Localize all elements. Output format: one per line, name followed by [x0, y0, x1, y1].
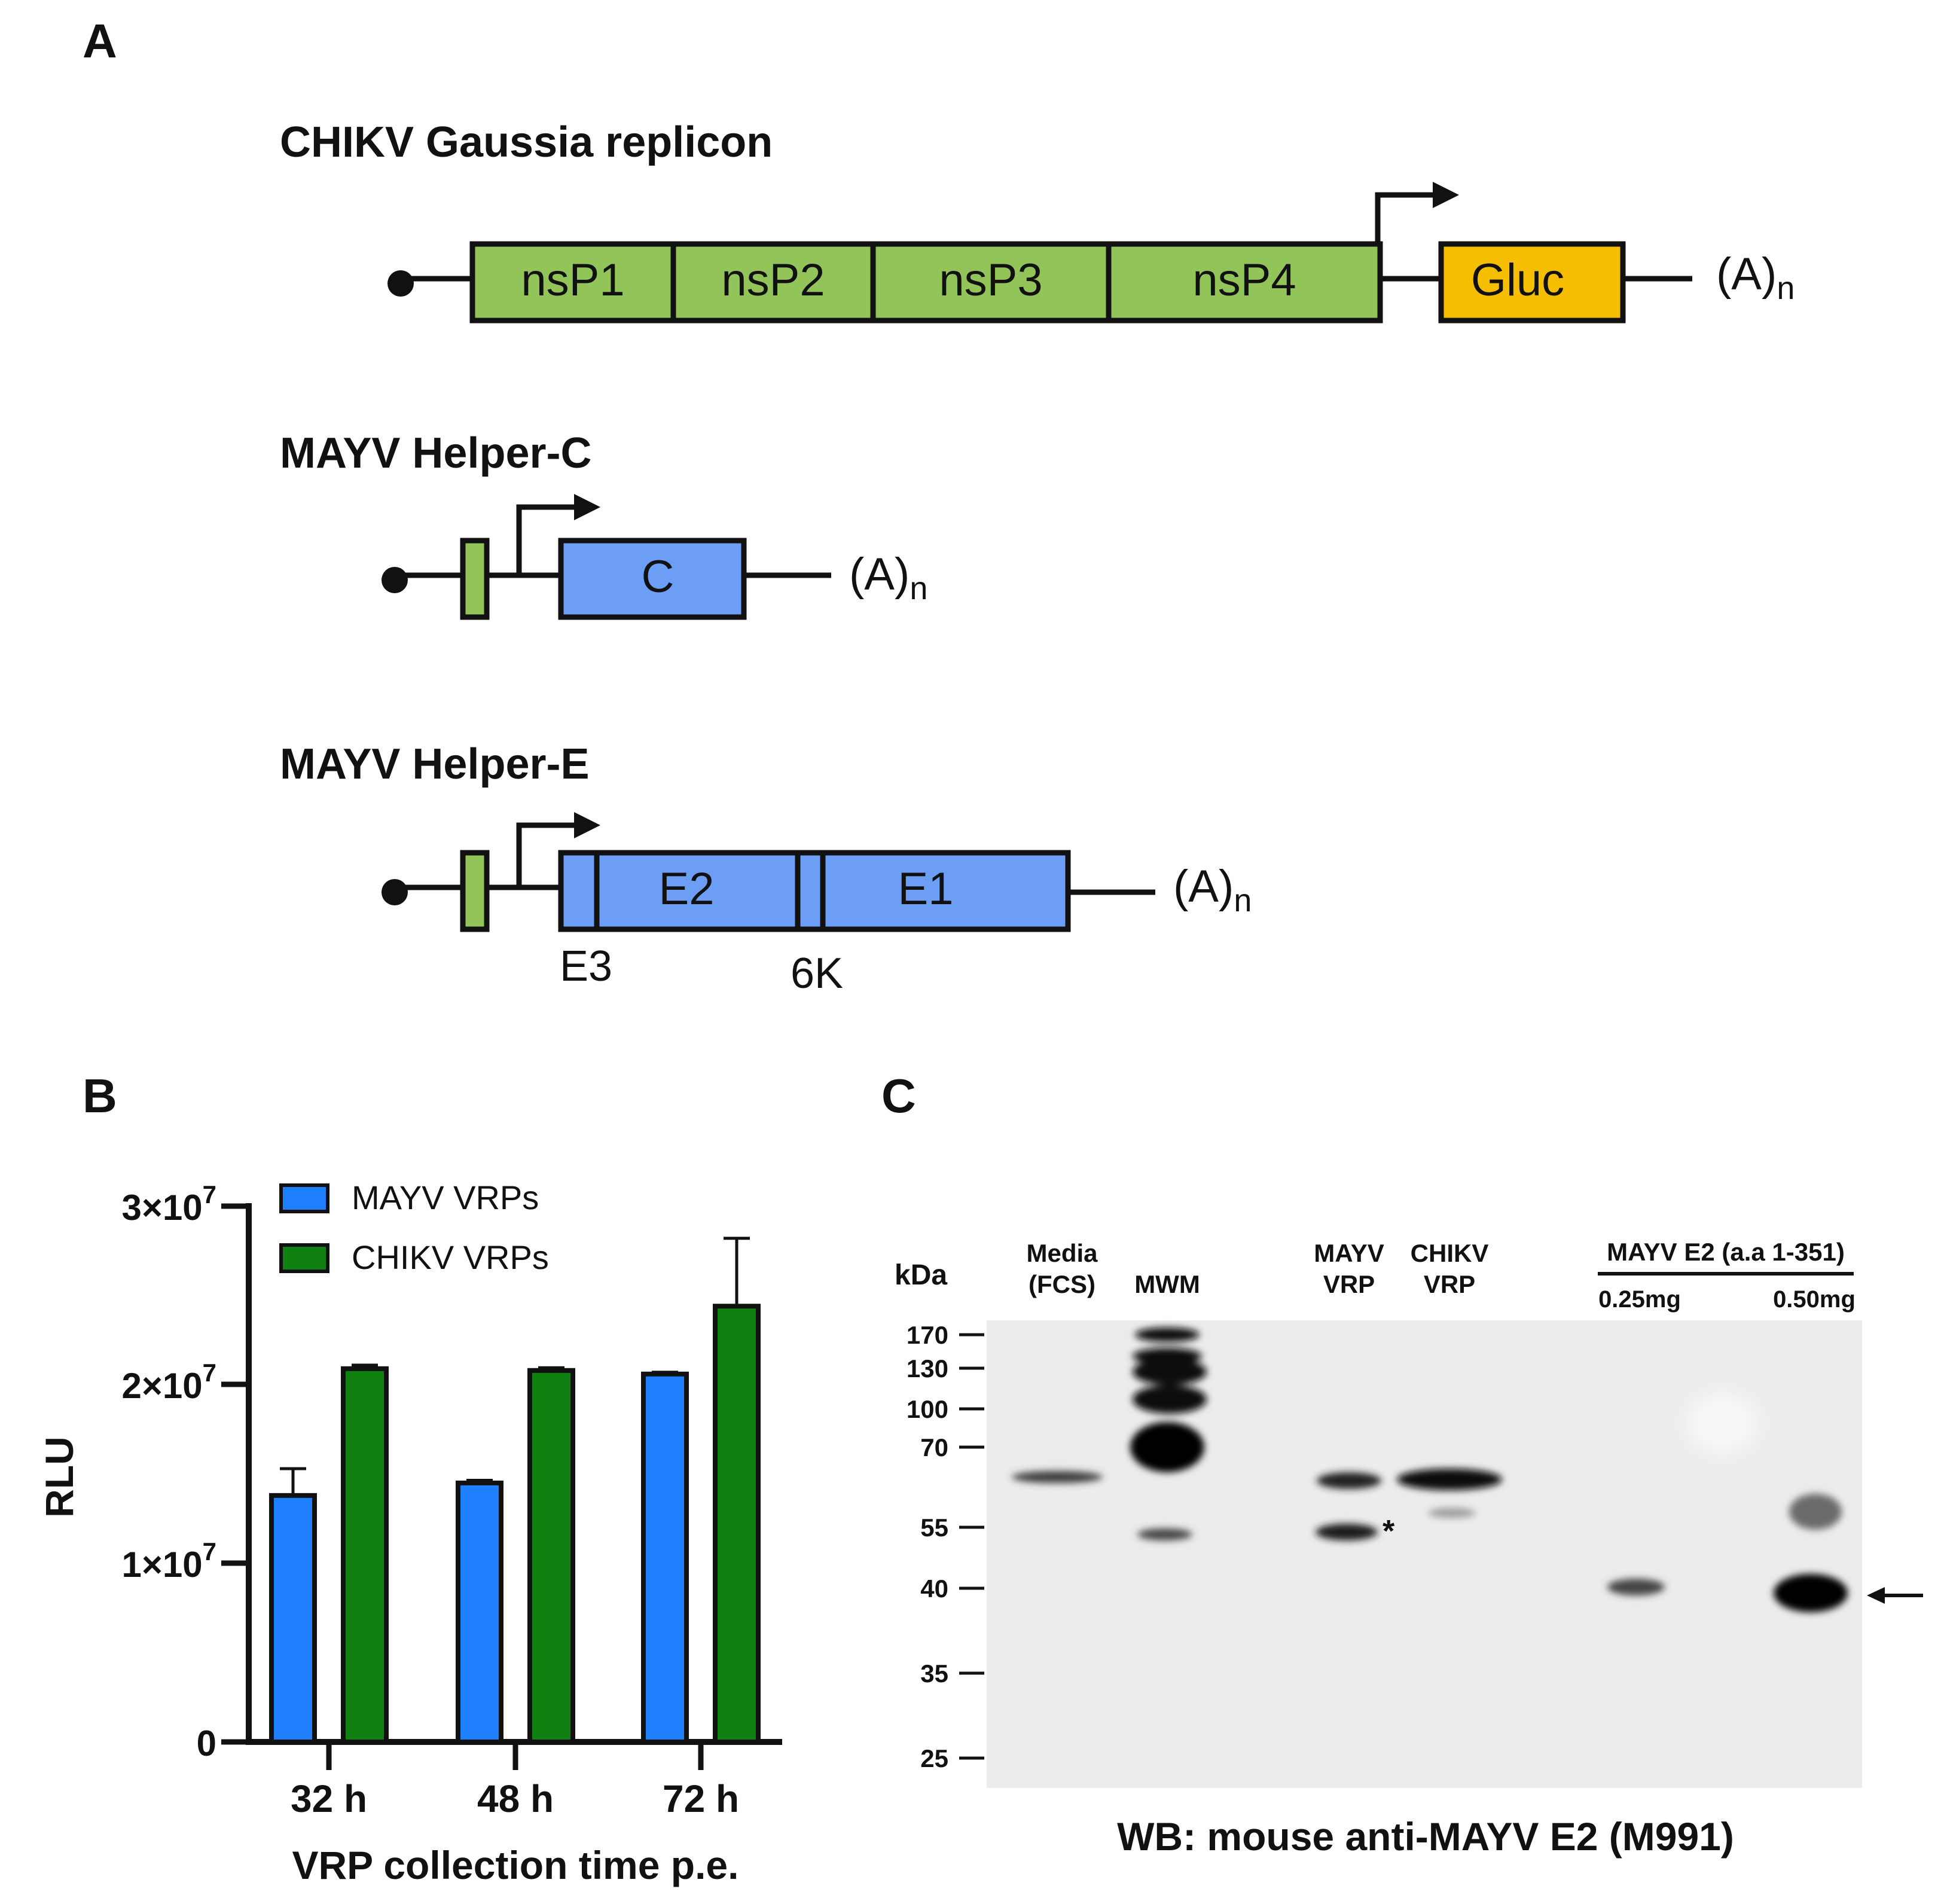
- y-tick-label: 0: [197, 1723, 216, 1763]
- polya-tail: (A)n: [1173, 861, 1252, 919]
- band-mayv-vrp: [1316, 1524, 1378, 1540]
- promoter-arrow-icon: [516, 822, 576, 890]
- blot-membrane: [987, 1320, 1862, 1788]
- segment-nsp4: nsP4: [1192, 255, 1296, 306]
- cap-dot: [387, 270, 414, 297]
- band-ladder: [1133, 1359, 1207, 1385]
- e2-dose-low: 0.25mg: [1598, 1286, 1681, 1313]
- x-axis-title: VRP collection time p.e.: [292, 1843, 739, 1887]
- x-tick-label: 48 h: [477, 1777, 554, 1820]
- capsid-block: [558, 538, 747, 620]
- y-tick-label: 2×107: [121, 1359, 216, 1406]
- marker-label: 25: [920, 1744, 948, 1772]
- segment-e2: E2: [659, 863, 715, 914]
- legend-label-chikv: CHIKV VRPs: [352, 1238, 549, 1276]
- bar-mayv-1: [456, 1480, 503, 1745]
- envelope-block: [558, 850, 1071, 932]
- marker-label: 55: [920, 1514, 948, 1542]
- band-ladder: [1130, 1422, 1204, 1472]
- marker-label: 40: [920, 1575, 948, 1603]
- bar-chikv-0: [341, 1366, 389, 1744]
- bar-chikv-1: [527, 1368, 575, 1745]
- y-axis-title: RLU: [37, 1436, 81, 1518]
- promoter-arrowhead-icon: [1433, 182, 1459, 208]
- nsp-block: [469, 241, 1383, 324]
- sublabel-e3: E3: [560, 942, 612, 990]
- replicon-stub: [460, 850, 490, 932]
- band-e2-low: [1607, 1579, 1665, 1595]
- band-chikv-vrp: [1428, 1508, 1476, 1518]
- e2-group-label: MAYV E2 (a.a 1-351): [1607, 1238, 1845, 1266]
- promoter-arrowhead-icon: [574, 494, 600, 520]
- segment-nsp1: nsP1: [521, 255, 624, 306]
- polya-tail: (A)n: [849, 549, 927, 606]
- construct-helper-e: MAYV Helper-E E2 E1 E3 6K (A)n: [280, 740, 1252, 997]
- y-tick-group: 0 1×107 2×107 3×107: [121, 1180, 249, 1763]
- promoter-arrow-icon: [1375, 192, 1435, 244]
- asterisk-marker: *: [1383, 1514, 1395, 1549]
- panel-c-label: C: [881, 1069, 916, 1122]
- bar-chikv-2: [713, 1304, 761, 1745]
- bar-chart: MAYV VRPs CHIKV VRPs 0 1×107 2×107 3×107…: [37, 1179, 782, 1887]
- x-tick-label: 32 h: [291, 1777, 367, 1820]
- construct-helper-e-title: MAYV Helper-E: [280, 740, 590, 788]
- y-tick-label: 1×107: [121, 1537, 216, 1585]
- replicon-stub: [460, 538, 490, 620]
- construct-replicon-title: CHIKV Gaussia replicon: [280, 118, 773, 166]
- sublabel-6k: 6K: [791, 950, 843, 997]
- marker-label: 70: [920, 1433, 948, 1461]
- e2-band-arrow-icon: [1867, 1587, 1885, 1604]
- band-e2-high-upper: [1789, 1494, 1842, 1530]
- x-tick-label: 72 h: [663, 1777, 739, 1820]
- cap-dot: [382, 879, 408, 905]
- marker-label: 170: [907, 1321, 948, 1349]
- lane-label-mwm: MWM: [1134, 1270, 1200, 1298]
- marker-label: 100: [907, 1395, 948, 1423]
- gluc-block: [1438, 241, 1626, 324]
- band-ladder: [1135, 1328, 1200, 1342]
- segment-c: C: [642, 551, 675, 602]
- marker-label: 35: [920, 1659, 948, 1688]
- e2-dose-high: 0.50mg: [1773, 1286, 1856, 1313]
- legend-swatch-chikv: [279, 1243, 329, 1273]
- blot-caption: WB: mouse anti-MAYV E2 (M991): [1117, 1814, 1734, 1859]
- legend-label-mayv: MAYV VRPs: [352, 1179, 539, 1216]
- band-media: [1012, 1471, 1103, 1483]
- construct-helper-c-title: MAYV Helper-C: [280, 429, 591, 477]
- segment-nsp3: nsP3: [939, 255, 1042, 306]
- construct-helper-c: MAYV Helper-C C (A)n: [280, 429, 927, 620]
- segment-nsp2: nsP2: [721, 255, 825, 306]
- blot-bands: [1012, 1328, 1848, 1612]
- lane-label-chikv-vrp: CHIKV VRP: [1411, 1239, 1489, 1298]
- panel-a-label: A: [83, 14, 117, 68]
- band-mayv-vrp: [1317, 1472, 1381, 1489]
- polya-tail: (A)n: [1716, 249, 1795, 306]
- bar-mayv-0: [269, 1493, 317, 1745]
- blot-smudge: [1686, 1393, 1758, 1453]
- size-markers: 170 130 100 70 55 40 35 25: [907, 1321, 984, 1772]
- promoter-arrowhead-icon: [574, 812, 600, 838]
- band-e2-high: [1774, 1574, 1848, 1612]
- segment-e1: E1: [898, 863, 954, 914]
- promoter-arrow-icon: [516, 504, 576, 578]
- marker-label: 130: [907, 1354, 948, 1383]
- band-ladder: [1133, 1385, 1207, 1414]
- legend-swatch-mayv: [279, 1183, 329, 1213]
- band-ladder: [1137, 1528, 1192, 1540]
- band-chikv-vrp: [1397, 1469, 1502, 1490]
- lane-label-mayv-vrp: MAYV VRP: [1314, 1239, 1384, 1298]
- bars-layer: [269, 1237, 761, 1745]
- lane-label-media: Media (FCS): [1026, 1239, 1098, 1298]
- construct-replicon: CHIKV Gaussia replicon nsP1 nsP2 nsP3 ns…: [280, 118, 1795, 324]
- panel-b-label: B: [83, 1069, 117, 1122]
- western-blot: kDa Media (FCS) MWM MAYV VRP CHIKV VRP MAYV…: [895, 1238, 1923, 1859]
- kda-label: kDa: [895, 1259, 947, 1291]
- segment-gluc: Gluc: [1471, 255, 1564, 306]
- cap-dot: [382, 567, 408, 593]
- bar-mayv-2: [641, 1371, 689, 1744]
- y-tick-label: 3×107: [121, 1180, 216, 1228]
